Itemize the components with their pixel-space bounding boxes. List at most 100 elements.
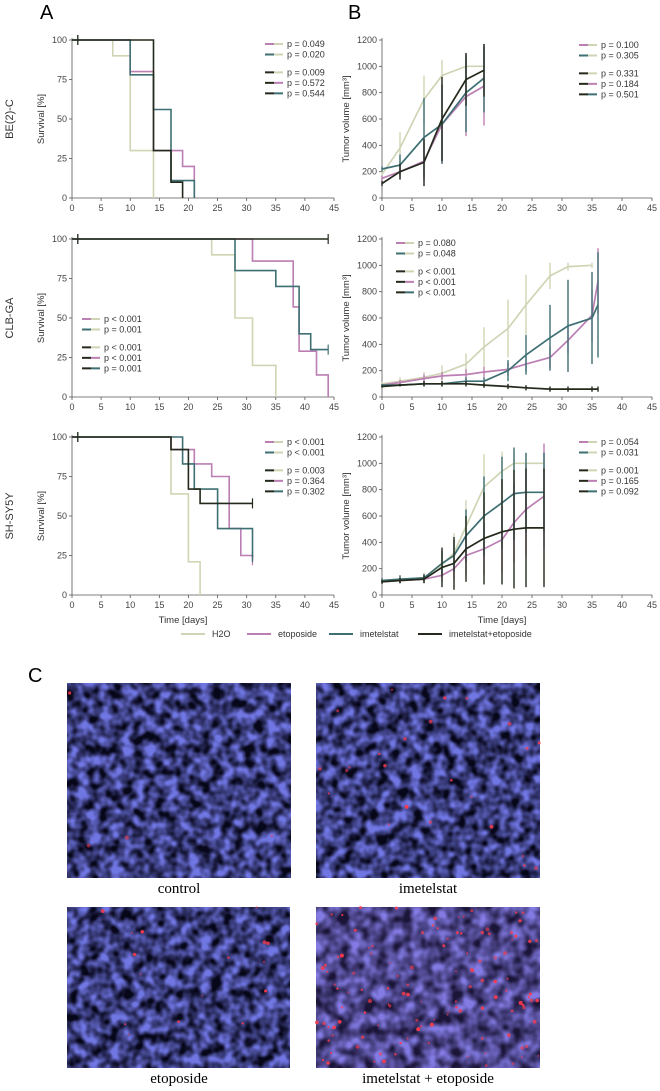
pvalue-label: p = 0.544 [287, 88, 325, 98]
micrograph-red-spot [480, 1037, 484, 1040]
pvalue-label: p = 0.100 [601, 40, 639, 50]
micrograph-red-spot [409, 965, 414, 970]
x-tick-label: 35 [587, 203, 597, 213]
pvalue-label: p = 0.020 [287, 50, 325, 60]
micrograph-red-spot [360, 988, 363, 992]
y-tick-label: 0 [372, 590, 377, 600]
micrograph-red-spot [330, 1052, 333, 1054]
x-tick-label: 15 [154, 402, 164, 412]
micrograph-red-spot [535, 998, 539, 1003]
y-tick-label: 1000 [357, 458, 377, 468]
micrograph-red-spot [359, 906, 362, 909]
micrograph-red-spot [404, 805, 409, 809]
x-tick-label: 30 [242, 600, 252, 610]
row-label: CLB-GA [4, 297, 16, 339]
x-tick-label: 10 [125, 600, 135, 610]
x-tick-label: 30 [557, 402, 567, 412]
micrograph-red-spot [484, 1052, 487, 1055]
micrograph-1: control [67, 683, 291, 897]
y-tick-label: 50 [57, 114, 67, 124]
x-tick-label: 0 [379, 600, 384, 610]
micrograph-red-spot [394, 1053, 397, 1056]
x-tick-label: 35 [271, 402, 281, 412]
micrograph-red-spot [321, 1058, 324, 1062]
y-tick-label: 75 [57, 274, 67, 284]
x-tick-label: 45 [647, 203, 657, 213]
x-tick-label: 15 [154, 203, 164, 213]
micrograph-red-spot [336, 987, 339, 990]
micrograph-red-spot [520, 1046, 524, 1050]
micrograph-red-spot [493, 995, 498, 1000]
x-tick-label: 0 [379, 402, 384, 412]
micrograph-red-spot [352, 971, 356, 975]
y-tick-label: 600 [362, 511, 377, 521]
micrograph-red-spot [446, 1013, 449, 1016]
micrograph-red-spot [378, 1052, 383, 1056]
x-tick-label: 5 [99, 203, 104, 213]
micrograph-caption: etoposide [150, 1071, 208, 1087]
micrograph-red-spot [466, 1055, 469, 1058]
micrograph-red-spot [421, 931, 424, 935]
micrograph-red-spot [390, 688, 394, 691]
micrograph-red-spot [336, 709, 340, 713]
y-tick-label: 1200 [357, 432, 377, 442]
micrograph-red-spot [227, 956, 230, 959]
micrograph-red-spot [427, 1041, 430, 1045]
micrograph-layer: control imetelstat etoposide imetelstat + e… [67, 683, 541, 1087]
micrograph-red-spot [484, 1064, 488, 1067]
micrograph-red-spot [433, 1018, 436, 1021]
series-etoposide-line [381, 85, 485, 180]
micrograph-red-spot [389, 962, 391, 964]
x-tick-label: 40 [300, 600, 310, 610]
y-tick-label: 600 [362, 313, 377, 323]
y-tick-label: 100 [52, 234, 67, 244]
x-axis-label: Time [days] [478, 615, 527, 626]
micrograph-red-spot [140, 930, 144, 934]
series-imetelstat-etoposide-line [381, 69, 485, 185]
micrograph-red-spot [368, 947, 370, 949]
micrograph-red-spot [454, 1000, 457, 1003]
micrograph-red-spot [431, 924, 435, 927]
x-tick-label: 35 [271, 203, 281, 213]
micrograph-nuclei-texture [316, 907, 540, 1068]
micrograph-red-spot [270, 834, 273, 837]
micrograph-red-spot [396, 974, 400, 978]
y-tick-label: 100 [52, 35, 67, 45]
micrograph-red-spot [336, 955, 340, 959]
micrograph-red-spot [127, 1033, 130, 1036]
micrograph-red-spot [480, 978, 485, 983]
x-tick-label: 25 [213, 600, 223, 610]
panel-label-a: A [40, 2, 54, 24]
micrograph-3: etoposide [67, 906, 290, 1087]
micrograph-red-spot [506, 1033, 511, 1038]
micrograph-nuclei-texture [67, 683, 291, 878]
micrograph-red-spot [262, 940, 267, 945]
chart-a-3: 0 25 50 75 100 0 5 10 15 20 25 30 35 40 45 Survival [%]… [4, 432, 339, 626]
x-tick-label: 40 [300, 203, 310, 213]
x-tick-label: 25 [527, 203, 537, 213]
legend-label-h2o: H2O [212, 629, 231, 639]
micrograph-red-spot [361, 1035, 365, 1039]
x-tick-label: 10 [437, 600, 447, 610]
micrograph-red-spot [339, 953, 344, 958]
x-tick-label: 25 [527, 402, 537, 412]
micrograph-red-spot [177, 1020, 180, 1023]
y-axis-label: Tumor volume [mm³] [341, 274, 352, 361]
pvalue-label: p = 0.165 [601, 476, 639, 486]
micrograph-red-spot [480, 1006, 484, 1010]
pvalue-label: p < 0.001 [104, 314, 142, 324]
micrograph-red-spot [458, 1008, 463, 1013]
micrograph-caption: imetelstat + etoposide [362, 1071, 494, 1087]
pvalue-label: p < 0.001 [104, 342, 142, 352]
x-tick-label: 20 [183, 203, 193, 213]
y-tick-label: 1000 [357, 260, 377, 270]
series-etoposide-line [381, 495, 545, 583]
micrograph-red-spot [460, 932, 463, 935]
x-tick-label: 15 [154, 600, 164, 610]
micrograph-red-spot [406, 983, 409, 986]
micrograph-red-spot [465, 696, 469, 700]
micrograph-red-spot [511, 1062, 514, 1065]
x-tick-label: 15 [467, 203, 477, 213]
panel-label-b: B [348, 2, 361, 24]
